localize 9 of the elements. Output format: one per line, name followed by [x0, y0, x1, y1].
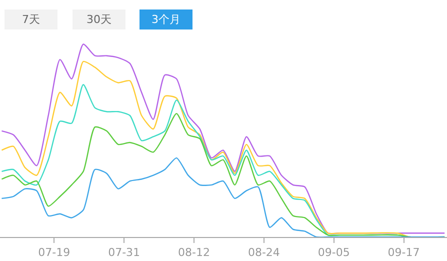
x-tick-label: 09-05 [318, 246, 350, 260]
text: 30天 [86, 13, 112, 26]
x-tick-label: 09-17 [388, 246, 420, 260]
x-tick-label: 08-24 [248, 246, 280, 260]
text: 3个月 [152, 13, 180, 26]
x-tick-label: 07-19 [38, 246, 70, 260]
x-tick-label: 07-31 [108, 246, 140, 260]
x-tick-label: 08-12 [178, 246, 210, 260]
text: 7天 [22, 13, 40, 26]
